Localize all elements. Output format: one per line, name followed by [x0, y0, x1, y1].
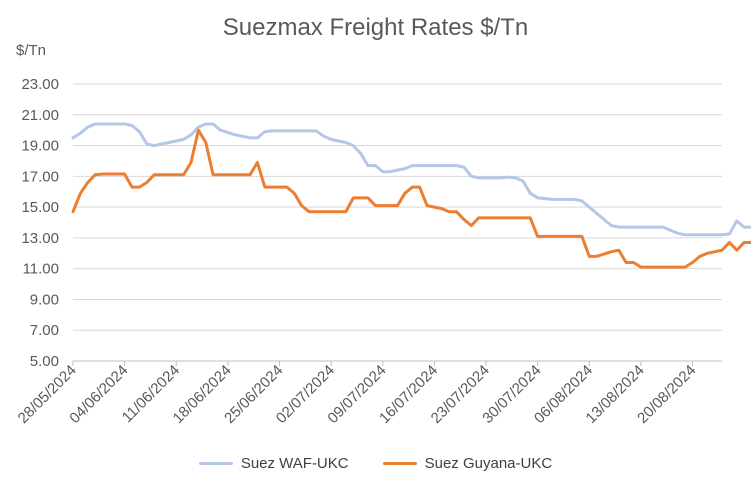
legend-label-waf: Suez WAF-UKC [240, 455, 349, 472]
chart-legend: Suez WAF-UKC Suez Guyana-UKC [0, 455, 751, 472]
y-axis-unit-label: $/Tn [16, 42, 47, 59]
y-tick-label: 23.00 [21, 76, 59, 93]
legend-swatch-waf [198, 462, 233, 465]
y-tick-label: 11.00 [23, 261, 59, 278]
y-tick-label: 13.00 [21, 230, 59, 247]
chart-title: Suezmax Freight Rates $/Tn [222, 14, 529, 41]
legend-item-waf: Suez WAF-UKC [198, 455, 349, 472]
series-line-suez-waf-ukc [71, 122, 751, 237]
y-tick-label: 5.00 [30, 353, 59, 370]
y-tick-label: 17.00 [21, 168, 59, 185]
legend-swatch-guyana [382, 462, 417, 465]
series-line-suez-guyana-ukc [71, 128, 751, 269]
legend-item-guyana: Suez Guyana-UKC [382, 455, 553, 472]
y-tick-label: 9.00 [30, 291, 59, 308]
y-tick-label: 7.00 [30, 322, 59, 339]
y-tick-label: 19.00 [21, 138, 59, 155]
y-tick-label: 21.00 [21, 107, 59, 124]
legend-label-guyana: Suez Guyana-UKC [424, 455, 553, 472]
y-tick-label: 15.00 [21, 199, 59, 216]
